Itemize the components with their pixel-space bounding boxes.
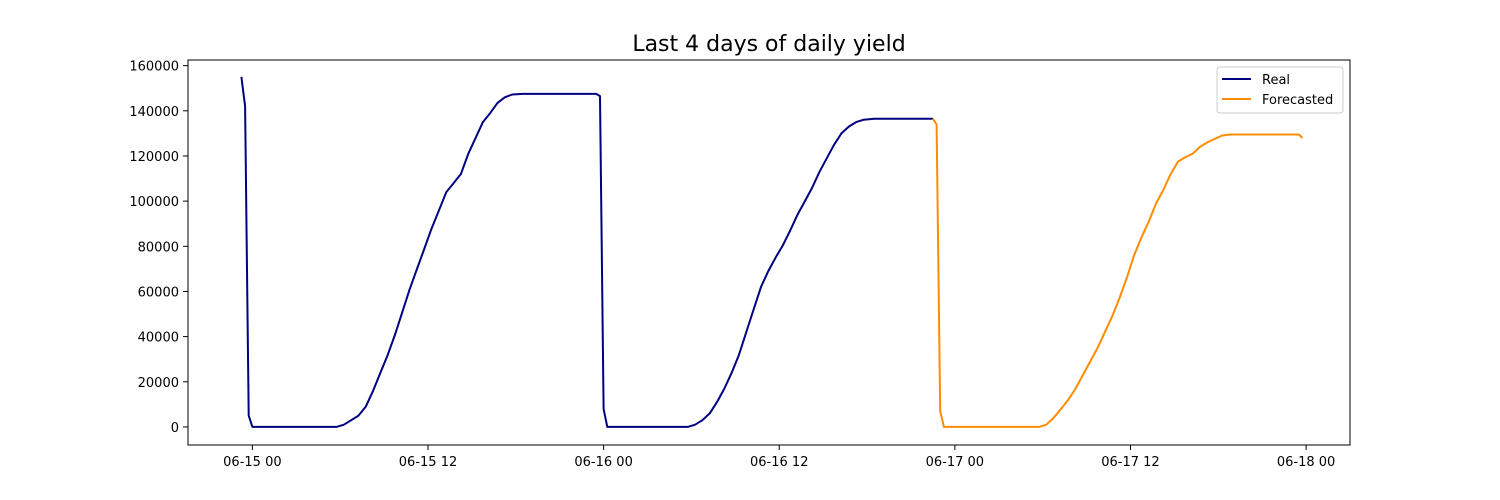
y-tick-label: 140000	[129, 105, 179, 120]
legend-label-forecasted: Forecasted	[1262, 93, 1333, 108]
chart-title: Last 4 days of daily yield	[632, 32, 905, 57]
legend: Real Forecasted	[1216, 66, 1344, 114]
x-tick-label: 06-15 12	[399, 455, 457, 470]
y-axis: 0 20000 40000 60000 80000 100000 120000 140000 1…	[129, 60, 188, 436]
x-tick-label: 06-17 12	[1101, 455, 1159, 470]
x-tick-label: 06-17 00	[926, 455, 984, 470]
y-tick-label: 60000	[138, 285, 179, 300]
x-tick-label: 06-18 00	[1277, 455, 1335, 470]
series-line-real	[240, 76, 933, 428]
y-tick-label: 160000	[129, 60, 179, 75]
x-axis: 06-15 00 06-15 12 06-16 00 06-16 12 06-17 00…	[223, 445, 1335, 470]
x-tick-label: 06-16 12	[750, 455, 808, 470]
y-tick-label: 40000	[138, 331, 179, 346]
legend-label-real: Real	[1262, 73, 1290, 88]
y-tick-label: 80000	[138, 240, 179, 255]
series-line-forecasted	[932, 118, 1304, 428]
y-tick-label: 20000	[138, 376, 179, 391]
y-tick-label: 120000	[129, 150, 179, 165]
series-layer	[240, 76, 1304, 428]
plot-frame	[187, 59, 1351, 446]
plot-background	[188, 60, 1350, 445]
y-tick-label: 100000	[129, 195, 179, 210]
x-tick-label: 06-15 00	[223, 455, 281, 470]
x-tick-label: 06-16 00	[574, 455, 632, 470]
y-tick-label: 0	[171, 421, 179, 436]
